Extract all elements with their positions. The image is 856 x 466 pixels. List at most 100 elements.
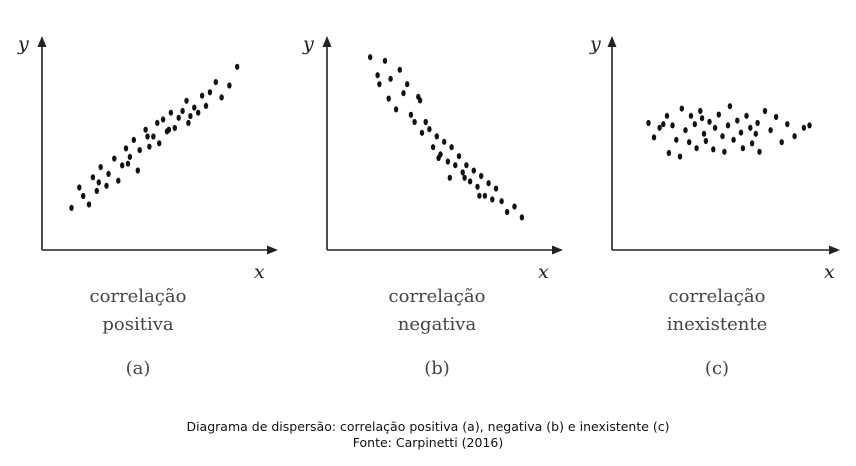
scatter-point-c [679, 105, 684, 112]
scatter-point-b [464, 162, 469, 169]
scatter-point-a [127, 153, 133, 160]
scatter-point-c [801, 124, 807, 131]
scatter-point-c [699, 115, 705, 122]
scatter-point-c [762, 107, 768, 115]
scatter-point-b [368, 54, 373, 61]
scatter-point-a [120, 162, 125, 169]
scatter-point-a [180, 107, 185, 115]
scatter-point-b [486, 180, 491, 187]
scatter-point-a [213, 79, 218, 86]
y-axis-arrow-c [607, 36, 617, 47]
scatter-point-c [703, 137, 709, 145]
scatter-point-c [779, 139, 784, 146]
scatter-point-b [405, 81, 410, 88]
scatter-point-a [143, 126, 148, 133]
scatter-point-c [646, 119, 651, 127]
x-axis-label-c: x [824, 261, 835, 283]
x-axis-arrow-c [829, 245, 840, 255]
scatter-point-a [123, 145, 129, 152]
scatter-point-b [460, 169, 465, 176]
x-axis-arrow-b [552, 245, 563, 255]
scatter-point-b [377, 81, 382, 88]
scatter-point-b [430, 144, 436, 151]
chart-tag-c: (c) [705, 358, 729, 379]
scatter-point-b [462, 174, 467, 181]
scatter-point-b [408, 111, 414, 118]
scatter-point-b [479, 172, 484, 180]
scatter-point-a [168, 109, 174, 116]
scatter-point-a [184, 97, 189, 104]
scatter-point-a [125, 160, 131, 167]
scatter-point-a [106, 170, 111, 177]
scatter-point-a [131, 136, 136, 143]
y-axis-label-b: y [302, 33, 314, 55]
scatter-point-a [235, 63, 240, 70]
chart-tag-b: (b) [424, 358, 450, 379]
scatter-point-a [104, 182, 109, 189]
scatter-point-c [666, 149, 672, 157]
chart-label-c: inexistente [667, 314, 768, 335]
scatter-point-b [375, 72, 380, 79]
scatter-point-a [188, 113, 193, 120]
scatter-point-a [151, 133, 156, 140]
scatter-point-a [227, 82, 232, 89]
scatter-point-c [674, 136, 679, 143]
scatter-point-c [694, 145, 699, 152]
scatter-point-b [467, 178, 473, 185]
scatter-point-c [722, 148, 727, 155]
scatter-point-a [207, 89, 213, 96]
scatter-point-b [417, 97, 423, 104]
scatter-point-b [482, 192, 488, 199]
scatter-point-c [670, 122, 675, 129]
scatter-point-b [453, 162, 458, 169]
scatter-point-a [155, 119, 160, 126]
y-axis-label-c: y [589, 33, 601, 55]
scatter-point-c [688, 112, 694, 119]
scatter-point-c [677, 153, 683, 160]
chart-label-b: correlação [389, 286, 486, 307]
scatter-point-a [157, 140, 162, 147]
scatter-point-b [442, 138, 447, 145]
scatter-charts: y x correlação positiva (a) y x correlação negat… [17, 33, 840, 379]
scatter-point-b [445, 158, 451, 165]
scatter-point-c [792, 133, 797, 140]
scatter-point-b [393, 106, 399, 113]
scatter-point-a [192, 104, 197, 111]
scatter-point-b [397, 66, 402, 73]
scatter-point-c [651, 134, 657, 141]
scatter-point-c [716, 111, 721, 118]
scatter-point-c [698, 107, 703, 115]
x-axis-label-b: x [538, 261, 549, 283]
scatter-point-c [712, 124, 718, 131]
chart-label-a: correlação [90, 286, 187, 307]
scatter-point-c [664, 112, 670, 119]
scatter-point-a [186, 119, 191, 126]
figure-caption: Diagrama de dispersão: correlação positi… [186, 419, 670, 434]
scatter-point-b [388, 75, 393, 82]
scatter-point-c [731, 136, 736, 143]
x-axis-arrow-a [267, 245, 278, 255]
scatter-point-b [412, 118, 417, 126]
scatter-point-b [504, 208, 510, 216]
chart-label-c: correlação [669, 286, 766, 307]
scatter-point-c [735, 117, 740, 124]
chart-label-b: negativa [398, 314, 477, 335]
scatter-point-c [748, 124, 753, 131]
scatter-point-b [434, 133, 439, 140]
scatter-point-a [77, 184, 82, 191]
scatter-point-c [768, 127, 773, 134]
scatter-point-b [490, 196, 495, 203]
scatter-point-c [657, 124, 662, 131]
scatter-point-a [172, 124, 177, 132]
scatter-point-b [493, 185, 499, 192]
scatter-point-c [692, 121, 697, 128]
scatter-point-c [720, 133, 725, 140]
scatter-point-c [749, 140, 755, 147]
scatter-point-b [401, 90, 406, 97]
scatter-point-a [112, 155, 117, 162]
scatter-point-c [785, 121, 790, 128]
scatter-point-a [219, 94, 224, 101]
scatter-point-a [69, 204, 74, 211]
scatter-point-b [477, 192, 482, 199]
scatter-point-a [196, 109, 201, 116]
